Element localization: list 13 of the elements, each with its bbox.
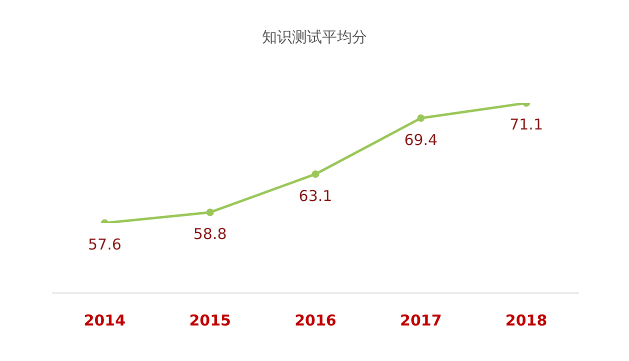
data-label: 71.1: [510, 116, 544, 134]
data-label: 69.4: [404, 130, 438, 149]
x-tick-label: 2018: [505, 312, 548, 330]
data-label: 58.8: [193, 224, 227, 243]
point: [206, 208, 214, 216]
data-label: 63.1: [298, 186, 332, 205]
x-tick-label: 2015: [189, 312, 231, 330]
data-label: 57.6: [88, 236, 122, 254]
x-tick-label: 2016: [294, 312, 336, 330]
x-tick-label: 2014: [84, 312, 126, 330]
chart-title: 知识测试平均分: [261, 28, 368, 47]
point: [312, 170, 320, 178]
x-tick-label: 2017: [400, 312, 442, 330]
